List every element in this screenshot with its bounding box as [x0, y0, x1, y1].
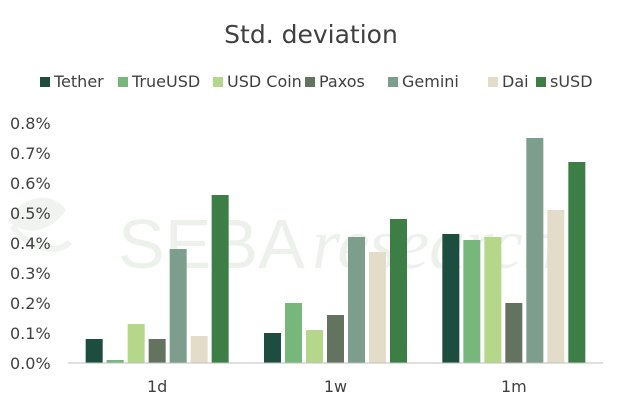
bar-paxos-1d: [148, 339, 166, 363]
bars: [85, 138, 586, 363]
x-tick-label-1m: 1m: [501, 377, 527, 396]
bar-dai-1w: [369, 252, 386, 363]
legend-label-1: TrueUSD: [131, 72, 200, 91]
bar-dai-1m: [547, 210, 565, 363]
legend: Tether TrueUSD USD Coin Paxos Gemini Dai sUSD: [40, 72, 593, 91]
chart-title: Std. deviation: [224, 20, 398, 49]
legend-swatch-3: [305, 77, 315, 87]
legend-label-4: Gemini: [402, 72, 459, 91]
bar-gemini-1m: [526, 138, 544, 363]
bar-trueusd-1w: [285, 303, 302, 363]
bar-susd-1d: [211, 195, 229, 363]
x-axis-ticks: 1d 1w 1m: [147, 377, 527, 396]
legend-swatch-4: [388, 77, 398, 87]
legend-swatch-5: [488, 77, 498, 87]
y-tick-label-4: 0.4%: [10, 234, 51, 253]
bar-usd-coin-1d: [127, 324, 145, 363]
y-tick-label-6: 0.6%: [10, 174, 51, 193]
watermark-leaf-icon: [8, 197, 73, 252]
bar-usd-coin-1w: [306, 330, 323, 363]
legend-label-6: sUSD: [550, 72, 593, 91]
x-tick-label-1w: 1w: [324, 377, 347, 396]
bar-usd-coin-1m: [484, 237, 502, 363]
legend-swatch-2: [213, 77, 223, 87]
y-axis-ticks: 0.0% 0.1% 0.2% 0.3% 0.4% 0.5% 0.6% 0.7% 0.8%: [10, 114, 51, 373]
y-tick-label-2: 0.2%: [10, 294, 51, 313]
legend-label-3: Paxos: [319, 72, 365, 91]
y-tick-label-0: 0.0%: [10, 354, 51, 373]
bar-dai-1d: [190, 336, 208, 363]
bar-gemini-1w: [348, 237, 365, 363]
legend-swatch-0: [40, 77, 50, 87]
bar-gemini-1d: [169, 249, 187, 363]
y-tick-label-8: 0.8%: [10, 114, 51, 133]
watermark-text-plain: SEBA: [118, 205, 305, 283]
y-tick-label-3: 0.3%: [10, 264, 51, 283]
bar-susd-1w: [390, 219, 407, 363]
bar-tether-1w: [264, 333, 281, 363]
bar-tether-1d: [85, 339, 103, 363]
bar-paxos-1w: [327, 315, 344, 363]
bar-paxos-1m: [505, 303, 523, 363]
legend-label-2: USD Coin: [227, 72, 302, 91]
y-tick-label-7: 0.7%: [10, 144, 51, 163]
legend-label-5: Dai: [502, 72, 529, 91]
x-tick-label-1d: 1d: [147, 377, 167, 396]
legend-label-0: Tether: [53, 72, 104, 91]
bar-tether-1m: [442, 234, 460, 363]
y-tick-label-5: 0.5%: [10, 204, 51, 223]
bar-trueusd-1m: [463, 240, 481, 363]
bar-susd-1m: [568, 162, 586, 363]
y-tick-label-1: 0.1%: [10, 324, 51, 343]
legend-swatch-1: [118, 77, 128, 87]
bar-trueusd-1d: [106, 360, 124, 363]
legend-swatch-6: [536, 77, 546, 87]
